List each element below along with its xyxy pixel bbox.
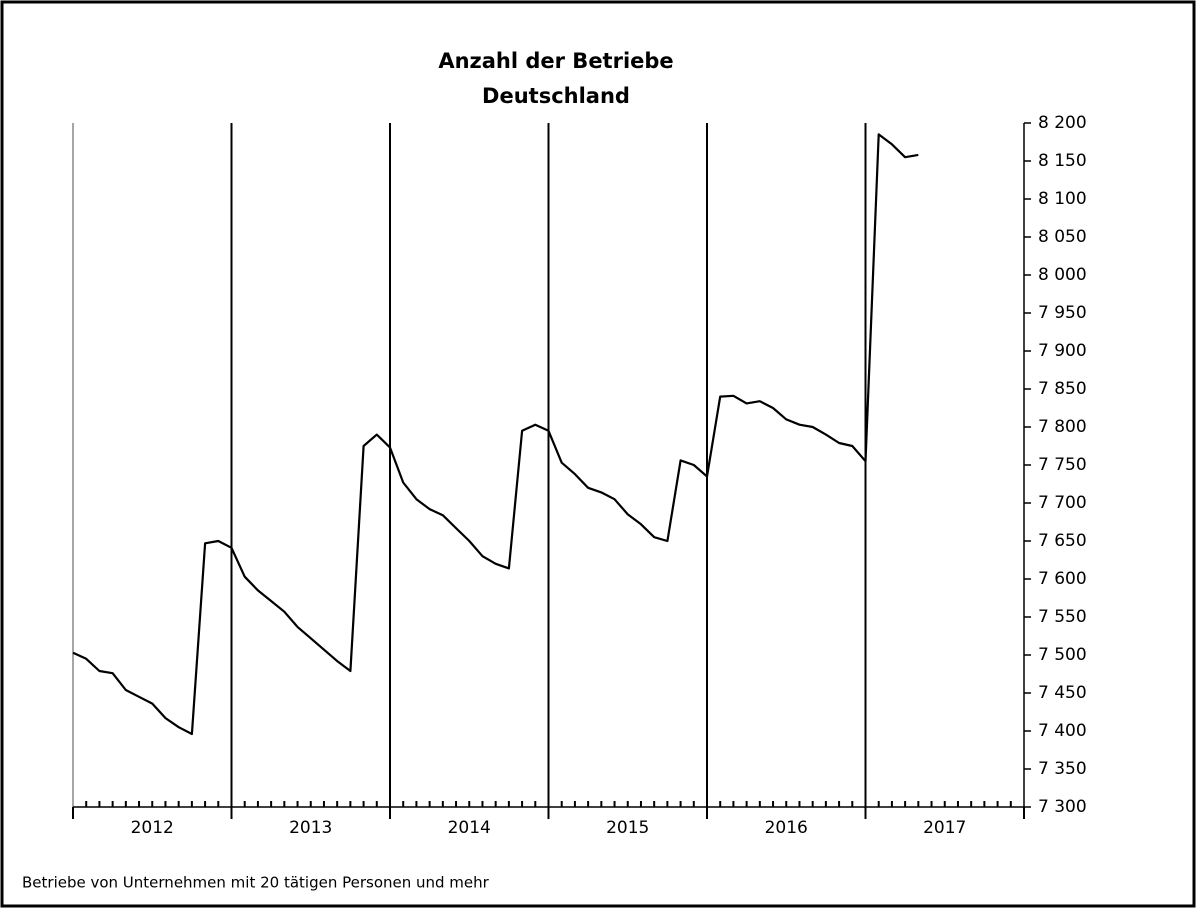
y-tick-label: 7 850 <box>1038 379 1087 399</box>
y-tick-label: 7 500 <box>1038 645 1087 665</box>
y-tick-label: 7 750 <box>1038 455 1087 475</box>
y-tick-label: 7 600 <box>1038 569 1087 589</box>
y-tick-label: 7 300 <box>1038 797 1087 817</box>
y-tick-label: 7 450 <box>1038 683 1087 703</box>
y-tick-label: 7 350 <box>1038 759 1087 779</box>
y-tick-label: 7 550 <box>1038 607 1087 627</box>
chart-title: Anzahl der Betriebe <box>438 49 673 73</box>
x-tick-label: 2017 <box>923 818 966 838</box>
y-tick-label: 8 000 <box>1038 265 1087 285</box>
x-tick-label: 2014 <box>448 818 491 838</box>
y-tick-label: 8 150 <box>1038 151 1087 171</box>
x-tick-label: 2013 <box>289 818 332 838</box>
y-tick-label: 7 650 <box>1038 531 1087 551</box>
chart-subtitle: Deutschland <box>482 84 630 108</box>
y-tick-label: 7 400 <box>1038 721 1087 741</box>
y-tick-label: 8 050 <box>1038 227 1087 247</box>
y-tick-label: 7 950 <box>1038 303 1087 323</box>
footnote: Betriebe von Unternehmen mit 20 tätigen … <box>22 874 490 892</box>
y-tick-label: 8 100 <box>1038 189 1087 209</box>
y-tick-label: 8 200 <box>1038 113 1087 133</box>
y-tick-label: 7 900 <box>1038 341 1087 361</box>
series-line <box>72 133 919 736</box>
y-tick-label: 7 700 <box>1038 493 1087 513</box>
y-tick-label: 7 800 <box>1038 417 1087 437</box>
x-tick-label: 2012 <box>131 818 174 838</box>
x-tick-label: 2016 <box>765 818 808 838</box>
x-tick-label: 2015 <box>606 818 649 838</box>
